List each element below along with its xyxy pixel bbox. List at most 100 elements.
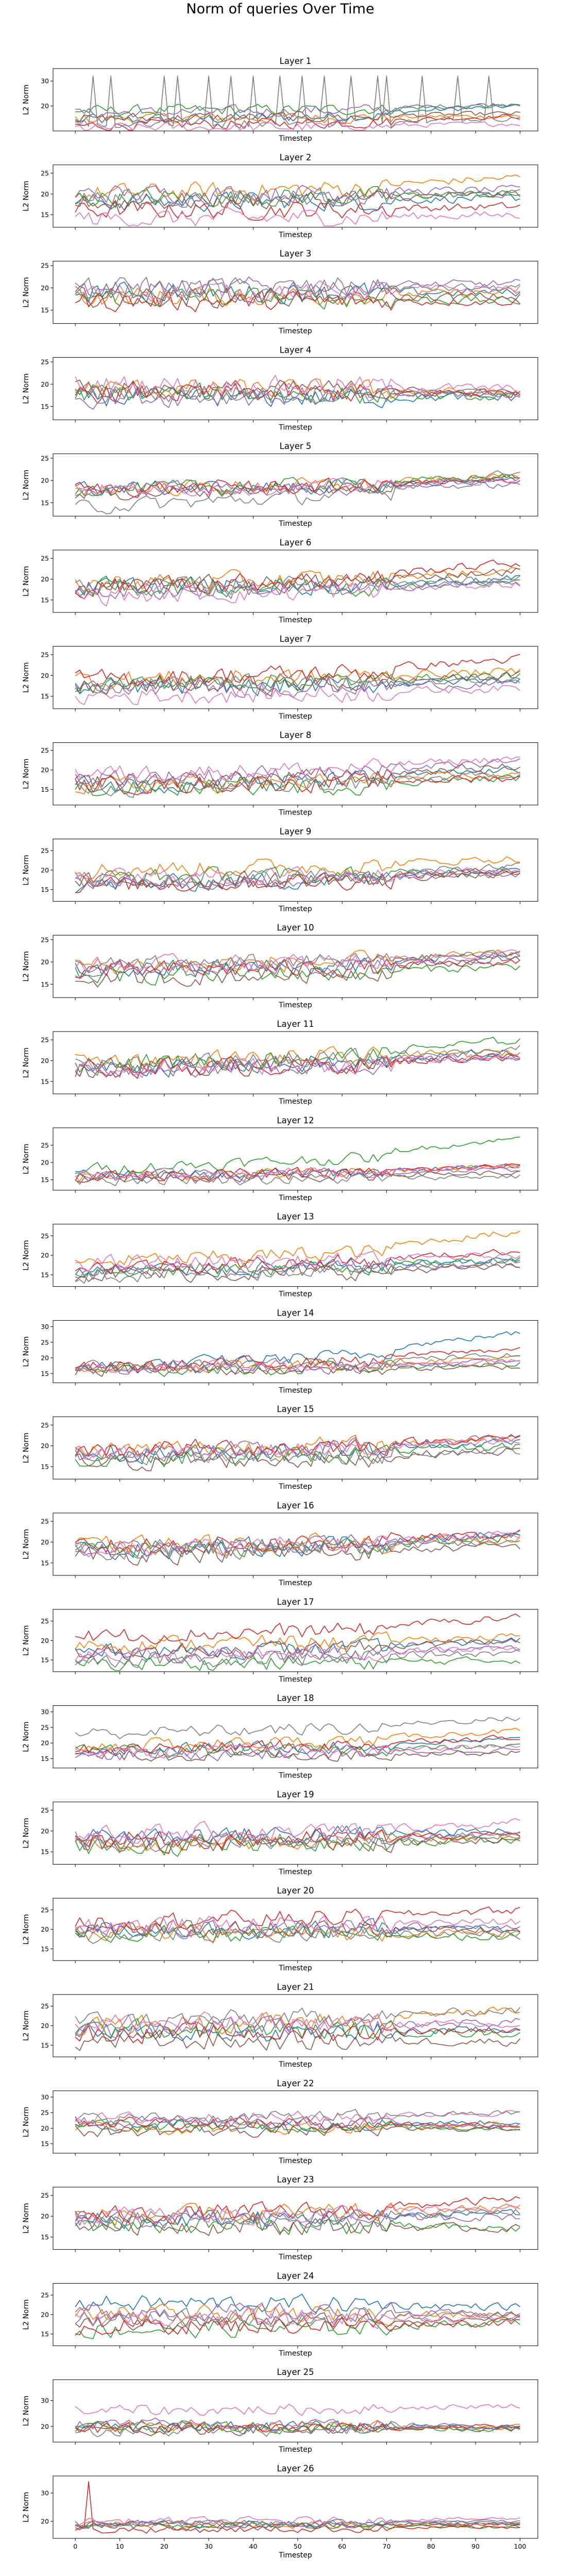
y-tick-label: 30 xyxy=(41,2093,49,2101)
y-tick-label: 30 xyxy=(41,77,49,85)
series-line xyxy=(75,104,520,116)
y-axis-label: L2 Norm xyxy=(22,566,30,596)
series-line xyxy=(75,2196,520,2225)
series-line xyxy=(75,1053,520,1078)
panel-title: Layer 6 xyxy=(280,538,312,547)
series-line xyxy=(75,381,521,404)
series-line xyxy=(75,104,520,124)
y-axis-label: L2 Norm xyxy=(22,758,30,789)
series-line xyxy=(75,1439,520,1465)
y-tick-label: 30 xyxy=(41,2397,49,2404)
x-tick-label: 80 xyxy=(427,2542,435,2550)
y-tick-label: 20 xyxy=(41,2213,49,2220)
plot-frame xyxy=(53,646,538,709)
series-line xyxy=(75,2312,520,2331)
y-tick-label: 20 xyxy=(41,1637,49,1644)
series-line xyxy=(75,2519,520,2529)
series-line xyxy=(75,2516,520,2525)
y-tick-label: 20 xyxy=(41,1159,49,1167)
series-line xyxy=(75,1231,520,1267)
y-tick-label: 20 xyxy=(41,1925,49,1933)
series-line xyxy=(75,2422,520,2434)
panel-title: Layer 25 xyxy=(277,2367,314,2377)
series-line xyxy=(75,2519,520,2529)
y-tick-label: 20 xyxy=(41,284,49,292)
chart-panel: Layer 24 15 20 25 Timestep L2 Norm xyxy=(22,2271,538,2357)
y-axis-label: L2 Norm xyxy=(22,1721,30,1752)
series-line xyxy=(75,2404,520,2416)
x-axis-label: Timestep xyxy=(278,712,312,721)
chart-panel: Layer 19 15 20 25 Timestep L2 Norm xyxy=(22,1789,538,1876)
plot-frame xyxy=(53,742,538,806)
series-line xyxy=(75,1263,520,1283)
chart-panel: Layer 7 15 20 25 Timestep L2 Norm xyxy=(22,634,538,721)
y-tick-label: 25 xyxy=(41,2291,49,2299)
x-axis-label: Timestep xyxy=(278,1194,312,1202)
y-axis-label: L2 Norm xyxy=(22,1818,30,1848)
y-tick-label: 25 xyxy=(41,2109,49,2117)
y-tick-label: 20 xyxy=(41,866,49,874)
y-tick-label: 15 xyxy=(41,2330,49,2338)
chart-panel: Layer 11 15 20 25 Timestep L2 Norm xyxy=(22,1019,538,1106)
series-line xyxy=(75,568,520,597)
x-tick-label: 10 xyxy=(116,2542,124,2550)
y-tick-label: 20 xyxy=(41,1442,49,1450)
series-line xyxy=(75,950,520,973)
y-axis-label: L2 Norm xyxy=(22,1433,30,1463)
y-tick-label: 25 xyxy=(41,651,49,658)
plot-frame xyxy=(53,1705,538,1769)
y-tick-label: 20 xyxy=(41,958,49,966)
series-line xyxy=(75,951,520,977)
series-line xyxy=(75,1645,520,1664)
y-tick-label: 20 xyxy=(41,2022,49,2030)
y-tick-label: 20 xyxy=(41,1354,49,1362)
y-axis-label: L2 Norm xyxy=(22,2010,30,2041)
plot-frame xyxy=(53,1031,538,1094)
series-line xyxy=(75,1915,520,1934)
x-axis-label: Timestep xyxy=(278,616,312,624)
y-tick-label: 20 xyxy=(41,2518,49,2525)
series-line xyxy=(75,1818,520,1844)
y-axis-label: L2 Norm xyxy=(22,2299,30,2330)
series-line xyxy=(75,1925,521,1944)
y-axis-label: L2 Norm xyxy=(22,1529,30,1559)
y-tick-label: 25 xyxy=(41,1806,49,1814)
y-tick-label: 20 xyxy=(41,380,49,388)
chart-panel: Layer 1 20 30 Timestep L2 Norm xyxy=(22,56,538,143)
y-tick-label: 25 xyxy=(41,454,49,462)
series-line xyxy=(75,1637,521,1659)
y-tick-label: 15 xyxy=(41,1077,49,1085)
y-tick-label: 20 xyxy=(41,672,49,679)
y-axis-label: L2 Norm xyxy=(22,373,30,404)
y-tick-label: 25 xyxy=(41,746,49,754)
plot-frame xyxy=(53,164,538,228)
y-axis-label: L2 Norm xyxy=(22,85,30,115)
panel-title: Layer 8 xyxy=(280,730,312,740)
chart-panel: Layer 4 15 20 25 Timestep L2 Norm xyxy=(22,345,538,431)
series-line xyxy=(75,2420,520,2432)
y-tick-label: 25 xyxy=(41,555,49,562)
y-tick-label: 15 xyxy=(41,1559,49,1567)
series-line xyxy=(75,2216,521,2235)
panel-title: Layer 16 xyxy=(277,1501,314,1510)
x-axis-label: Timestep xyxy=(278,2253,312,2262)
chart-panel: Layer 15 15 20 25 Timestep L2 Norm xyxy=(22,1404,538,1491)
series-line xyxy=(75,2118,520,2133)
y-tick-label: 25 xyxy=(41,936,49,943)
series-line xyxy=(75,1833,520,1854)
y-tick-label: 15 xyxy=(41,1945,49,1953)
y-axis-label: L2 Norm xyxy=(22,1336,30,1367)
y-axis-label: L2 Norm xyxy=(22,2396,30,2426)
panel-title: Layer 23 xyxy=(277,2175,314,2185)
y-axis-label: L2 Norm xyxy=(22,1625,30,1656)
series-line xyxy=(75,949,521,973)
series-line xyxy=(75,190,521,209)
y-tick-label: 25 xyxy=(41,358,49,366)
series-line xyxy=(75,673,520,694)
series-line xyxy=(75,174,520,201)
series-line xyxy=(75,2318,520,2335)
series-line xyxy=(75,862,520,890)
plot-frame xyxy=(53,261,538,324)
panel-title: Layer 22 xyxy=(277,2079,314,2088)
x-axis-label: Timestep xyxy=(278,1386,312,1394)
